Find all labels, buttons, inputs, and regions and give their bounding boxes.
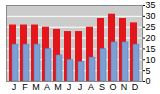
svg-text:O: O — [109, 82, 116, 92]
svg-text:0: 0 — [146, 76, 151, 86]
svg-text:J: J — [78, 82, 83, 92]
svg-text:F: F — [22, 82, 28, 92]
svg-text:35: 35 — [146, 0, 156, 10]
svg-text:S: S — [99, 82, 105, 92]
svg-text:25: 25 — [146, 22, 156, 32]
svg-text:30: 30 — [146, 11, 156, 21]
svg-text:J: J — [12, 82, 17, 92]
svg-text:D: D — [132, 82, 139, 92]
svg-text:10: 10 — [146, 55, 156, 65]
svg-text:15: 15 — [146, 44, 156, 54]
svg-text:5: 5 — [146, 66, 151, 76]
svg-text:M: M — [32, 82, 40, 92]
svg-text:A: A — [44, 82, 50, 92]
svg-text:N: N — [121, 82, 128, 92]
svg-text:A: A — [88, 82, 94, 92]
svg-text:20: 20 — [146, 33, 156, 43]
svg-text:M: M — [54, 82, 62, 92]
svg-text:J: J — [67, 82, 72, 92]
